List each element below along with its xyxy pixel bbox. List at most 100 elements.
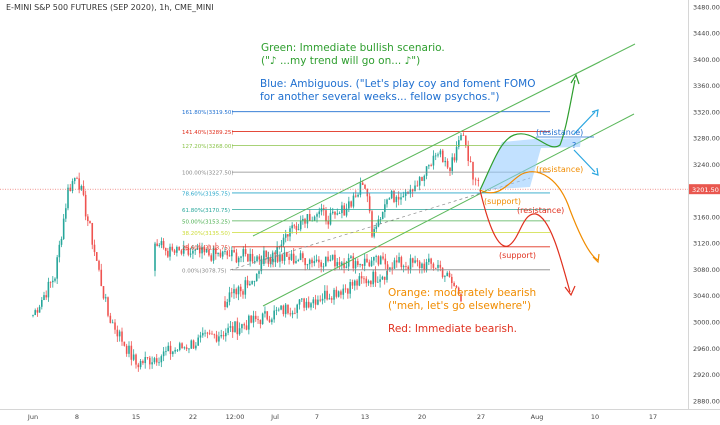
ambiguous-zone — [480, 138, 581, 190]
candle-body — [294, 312, 296, 314]
candle-body — [308, 259, 311, 265]
candle-body — [210, 255, 213, 261]
candle-body — [45, 295, 47, 298]
candle-body — [309, 214, 311, 221]
candle-body — [249, 283, 251, 286]
candle-body — [389, 267, 391, 270]
candle-body — [257, 319, 259, 320]
candle-body — [311, 259, 313, 264]
candle-body — [416, 260, 419, 262]
candle-body — [192, 340, 195, 349]
x-tick-label: 12:00 — [226, 413, 245, 421]
candle-body — [449, 167, 451, 172]
candle-body — [379, 279, 381, 282]
x-tick-label: 15 — [132, 413, 140, 421]
candle-body — [212, 247, 215, 261]
candle-body — [167, 250, 169, 257]
candle-body — [331, 254, 334, 260]
candle-body — [62, 218, 65, 239]
candle-body — [361, 182, 364, 185]
candle-body — [34, 310, 36, 316]
candle-body — [192, 250, 194, 254]
candle-body — [328, 298, 331, 300]
candle-body — [284, 304, 287, 315]
candle-body — [204, 332, 206, 334]
candle-body — [160, 241, 163, 245]
candle-body — [76, 178, 78, 179]
candle-body — [151, 362, 153, 365]
y-tick-label: 3080.00 — [693, 266, 720, 274]
candle-body — [196, 247, 199, 250]
candle-body — [239, 286, 242, 292]
x-tick-label: 20 — [418, 413, 426, 421]
candle-body — [276, 246, 278, 255]
blue-up-arrowhead — [591, 109, 599, 118]
candle-body — [382, 256, 384, 259]
candle-body — [176, 247, 178, 253]
candle-body — [302, 218, 304, 221]
orange-arrowhead — [592, 253, 600, 264]
orange-scenario-text: Orange: moderately bearish ("meh, let's … — [388, 287, 537, 312]
candle-body — [246, 280, 249, 286]
candle-body — [162, 351, 165, 357]
candle-body — [325, 210, 327, 222]
x-tick-label: 17 — [649, 413, 657, 421]
red-scenario-text: Red: Immediate bearish. — [388, 323, 518, 335]
candle-body — [428, 165, 430, 167]
candle-body — [386, 264, 389, 270]
candle-body — [282, 305, 285, 315]
candle-body — [109, 315, 112, 323]
candle-body — [102, 286, 105, 299]
green-scenario-path — [479, 79, 576, 191]
candle-body — [336, 262, 339, 267]
x-tick-label: 8 — [75, 413, 79, 421]
candle-body — [132, 354, 135, 360]
candle-body — [243, 324, 246, 326]
candle-body — [414, 260, 416, 263]
trend-dashed-line — [229, 177, 531, 271]
candle-body — [271, 319, 273, 323]
candle-body — [208, 249, 210, 256]
fib-level-label: 23.60%(3113.75) — [182, 245, 230, 251]
candle-body — [383, 276, 386, 280]
candle-body — [286, 252, 288, 257]
candle-body — [226, 251, 229, 256]
candle-body — [451, 276, 453, 284]
candle-body — [36, 310, 39, 313]
candle-body — [312, 299, 315, 304]
candle-body — [477, 179, 480, 181]
candle-body — [446, 272, 448, 277]
candle-body — [164, 247, 167, 251]
candle-body — [180, 250, 183, 254]
candle-body — [356, 280, 358, 286]
candle-body — [324, 290, 326, 299]
candle-body — [327, 256, 329, 261]
candle-body — [219, 252, 222, 257]
candle-body — [54, 278, 56, 281]
blue-scenario-text: Blue: Ambiguous. ("Let's play coy and fo… — [260, 78, 536, 103]
candle-body — [291, 312, 294, 315]
candle-body — [252, 315, 255, 323]
candle-body — [205, 249, 208, 253]
candle-body — [354, 261, 357, 269]
candle-body — [465, 135, 467, 146]
y-tick-label: 2920.00 — [693, 371, 720, 379]
candle-body — [245, 325, 248, 330]
candle-body — [67, 187, 69, 209]
candle-body — [231, 250, 233, 257]
candle-body — [381, 276, 384, 280]
candle-body — [302, 253, 304, 259]
candle-body — [390, 190, 393, 199]
candle-body — [256, 256, 258, 262]
candle-body — [73, 178, 76, 182]
candle-body — [338, 262, 341, 265]
candle-body — [162, 241, 165, 248]
candle-body — [233, 250, 235, 253]
candle-body — [288, 256, 290, 260]
candle-body — [149, 357, 151, 365]
candle-body — [176, 349, 179, 351]
candle-body — [358, 276, 361, 286]
orange-scenario-path — [479, 171, 599, 261]
candle-body — [253, 261, 256, 262]
